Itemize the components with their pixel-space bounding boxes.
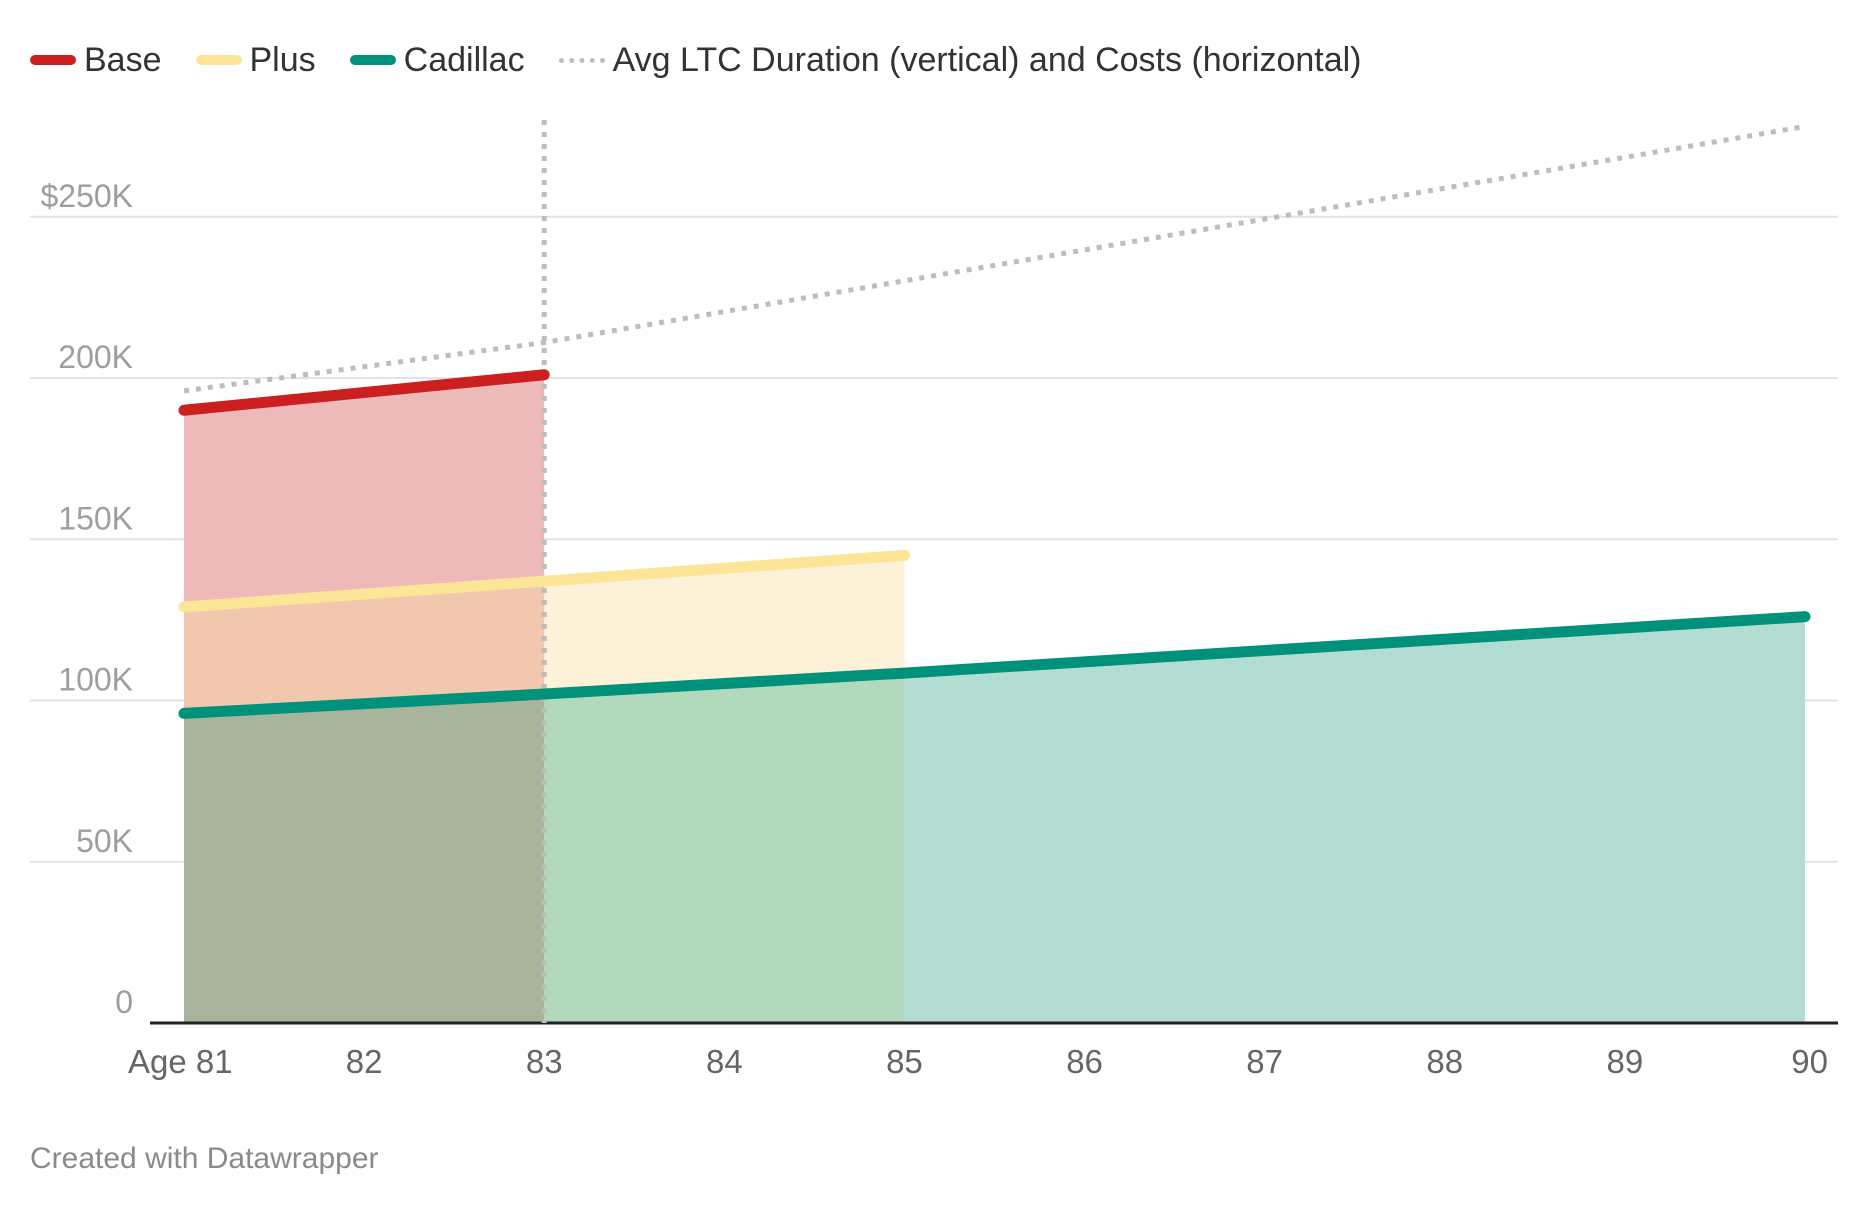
x-tick-label: 83	[526, 1043, 563, 1080]
x-tick-label: 90	[1791, 1043, 1828, 1080]
area-base-plus-overlap	[184, 581, 545, 714]
area-all-overlap	[184, 694, 545, 1023]
x-tick-label: 89	[1607, 1043, 1644, 1080]
area-base	[184, 374, 545, 607]
legend-swatch	[558, 57, 605, 63]
legend-swatch	[30, 55, 76, 65]
y-tick-label: $250K	[40, 178, 133, 214]
x-tick-label: 88	[1426, 1043, 1463, 1080]
x-tick-label: 85	[886, 1043, 923, 1080]
y-tick-label: 50K	[76, 823, 133, 859]
x-tick-label: Age 81	[128, 1043, 233, 1080]
legend-label: Cadillac	[403, 40, 525, 79]
legend-swatch	[349, 55, 396, 65]
legend-swatch	[195, 55, 242, 65]
x-tick-label: 86	[1066, 1043, 1103, 1080]
legend-item: Cadillac	[349, 40, 525, 80]
legend-item: Plus	[195, 40, 316, 80]
area-plus	[544, 555, 905, 695]
x-tick-label: 84	[706, 1043, 743, 1080]
y-tick-label: 150K	[58, 500, 133, 536]
x-tick-label: 82	[346, 1043, 383, 1080]
avg-ltc-cost-line	[183, 123, 1806, 394]
legend-label: Plus	[249, 40, 316, 79]
legend-label: Avg LTC Duration (vertical) and Costs (h…	[612, 40, 1362, 79]
y-tick-label: 0	[115, 984, 133, 1020]
series-line-plus	[178, 549, 910, 613]
footer-credit: Created with Datawrapper	[30, 1142, 379, 1175]
legend-item: Base	[30, 41, 162, 80]
legend: Base Plus Cadillac Avg LTC Duration (vertic…	[30, 34, 1396, 86]
y-tick-label: 100K	[58, 662, 133, 698]
y-tick-label: 200K	[58, 339, 133, 375]
x-tick-label: 87	[1246, 1043, 1283, 1080]
series-line-cadillac	[178, 611, 1811, 719]
area-cadillac	[904, 616, 1805, 1023]
area-plus-cadillac-overlap	[544, 673, 905, 1023]
legend-label: Base	[84, 40, 162, 79]
series-line-base	[178, 369, 550, 416]
legend-item: Avg LTC Duration (vertical) and Costs (h…	[558, 40, 1362, 80]
